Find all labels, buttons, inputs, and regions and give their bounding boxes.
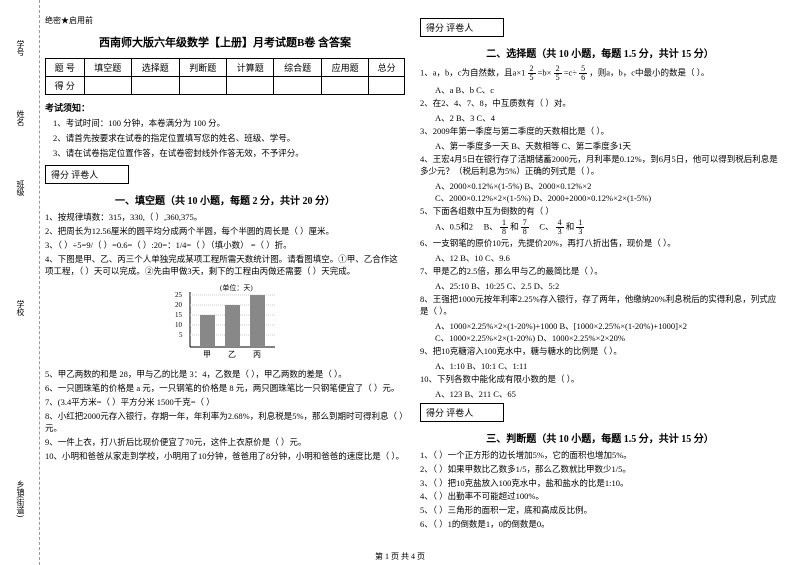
- svg-text:5: 5: [179, 331, 183, 339]
- q3-1: 1、（ ）一个正方形的边长增加5%，它的面积也增加5%。: [420, 450, 780, 462]
- q2-7-opts: A、25:10 B、10:25 C、2.5 D、5:2: [435, 280, 780, 292]
- section3-scorebox: 得分 评卷人: [420, 403, 504, 422]
- q2-5: 5、下面各组数中互为倒数的有（ ）: [420, 206, 780, 218]
- th-choice: 选择题: [132, 59, 179, 77]
- margin-label-town: 乡镇(街道): [15, 480, 26, 517]
- q1-9: 9、一件上衣，打八折后比现价便宜了70元，这件上衣原价是（ ）元。: [45, 437, 405, 449]
- notice-1: 1、考试时间：100 分钟，本卷满分为 100 分。: [53, 117, 405, 129]
- svg-text:20: 20: [175, 301, 183, 309]
- exam-title: 西南师大版六年级数学【上册】月考试题B卷 含答案: [45, 34, 405, 50]
- q2-6-opts: A、12 B、10 C、9.6: [435, 252, 780, 264]
- bar-bing: [250, 295, 265, 347]
- chart-ylabel: (单位：天): [220, 283, 253, 292]
- td-score: 得 分: [46, 77, 85, 95]
- margin-label-name: 姓名: [15, 110, 26, 126]
- q2-8: 8、王强把1000元按年利率2.25%存入银行，存了两年，他缴纳20%利息税后的…: [420, 294, 780, 318]
- section3-title: 三、判断题（共 10 小题，每题 1.5 分，共计 15 分）: [420, 430, 780, 445]
- q1-6: 6、一只圆珠笔的价格是 a 元，一只钢笔的价格是 8 元，两只圆珠笔比一只钢笔便…: [45, 383, 405, 395]
- q2-1: 1、a，b，c为自然数，且a×1 25 =b× 25 =c÷ 56 ，则a，b，…: [420, 65, 780, 82]
- q2-10-opts: A、123 B、211 C、65: [435, 388, 780, 400]
- section1-title: 一、填空题（共 10 小题，每题 2 分，共计 20 分）: [45, 192, 405, 207]
- th-calc: 计算题: [226, 59, 273, 77]
- q3-4: 4、（ ）出勤率不可能超过100%。: [420, 491, 780, 503]
- q2-1-opts: A、a B、b C、c: [435, 84, 780, 96]
- q2-2-opts: A、2 B、3 C、4: [435, 112, 780, 124]
- chart-svg: (单位：天) 25 20 15 10 5 甲 乙 丙: [165, 282, 285, 362]
- margin-label-id: 学号: [15, 40, 26, 56]
- notice-title: 考试须知：: [45, 101, 405, 114]
- th-judge: 判断题: [179, 59, 226, 77]
- svg-text:25: 25: [175, 291, 183, 299]
- q1-2: 2、把周长为12.56厘米的圆平均分成两个半圆，每个半圆的周长是（ ）厘米。: [45, 226, 405, 238]
- q2-2: 2、在2、4、7、8，中互质数有（ ）对。: [420, 98, 780, 110]
- q3-6: 6、（ ）1的倒数是1，0的倒数是0。: [420, 519, 780, 531]
- q2-4-optA: A、2000×0.12%×(1-5%) B、2000×0.12%×2: [435, 180, 780, 192]
- q2-4-optC: C、2000×0.12%×2×(1-5%) D、2000+2000×0.12%×…: [435, 192, 780, 204]
- svg-text:甲: 甲: [203, 350, 211, 359]
- score-summary-table: 题 号 填空题 选择题 判断题 计算题 综合题 应用题 总分 得 分: [45, 58, 405, 95]
- th-fill: 填空题: [84, 59, 131, 77]
- margin-label-school: 学校: [15, 300, 26, 316]
- q1-5: 5、甲乙两数的和是 28，甲与乙的比是 3：4，乙数是（ ），甲乙两数的差是（ …: [45, 369, 405, 381]
- bar-jia: [200, 315, 215, 347]
- left-column: 绝密★启用前 西南师大版六年级数学【上册】月考试题B卷 含答案 题 号 填空题 …: [45, 15, 405, 533]
- page-content: 绝密★启用前 西南师大版六年级数学【上册】月考试题B卷 含答案 题 号 填空题 …: [0, 0, 800, 538]
- q2-7: 7、甲是乙的2.5倍，那么甲与乙的最简比是（ ）。: [420, 266, 780, 278]
- q2-3: 3、2009年第一季度与第二季度的天数相比是（ ）。: [420, 126, 780, 138]
- svg-text:乙: 乙: [228, 350, 236, 359]
- q1-3: 3、（ ）÷5=9/（ ）=0.6=（ ）:20=：1/4=（ ）（填小数） =…: [45, 240, 405, 252]
- q2-9-opts: A、1:10 B、10:1 C、1:11: [435, 360, 780, 372]
- th-total: 总分: [369, 59, 405, 77]
- q3-2: 2、（ ）如果甲数比乙数多1/5，那么乙数就比甲数少1/5。: [420, 464, 780, 476]
- q2-8-optC: C、1000×2.25%×2×(1-20%) D、1000×2.25%×2×20…: [435, 332, 780, 344]
- th-num: 题 号: [46, 59, 85, 77]
- q1-8: 8、小红把2000元存入银行，存期一年，年利率为2.68%，利息税是5%，那么到…: [45, 411, 405, 435]
- q2-3-opts: A、第一季度多一天 B、天数相等 C、第二季度多1天: [435, 140, 780, 152]
- section2-scorebox: 得分 评卷人: [420, 18, 504, 37]
- section2-title: 二、选择题（共 10 小题，每题 1.5 分，共计 15 分）: [420, 45, 780, 60]
- notice-2: 2、请首先按要求在试卷的指定位置填写您的姓名、班级、学号。: [53, 132, 405, 144]
- notice-list: 1、考试时间：100 分钟，本卷满分为 100 分。 2、请首先按要求在试卷的指…: [53, 117, 405, 159]
- right-column: 得分 评卷人 二、选择题（共 10 小题，每题 1.5 分，共计 15 分） 1…: [420, 15, 780, 533]
- q2-4: 4、王宏4月5日在银行存了活期储蓄2000元，月利率是0.12%，到6月5日，他…: [420, 154, 780, 178]
- secret-note: 绝密★启用前: [45, 15, 405, 26]
- q2-6: 6、一支钢笔的原价10元，先提价20%，再打八折出售，现价是（ ）。: [420, 238, 780, 250]
- q2-8-optA: A、1000×2.25%×2×(1-20%)+1000 B、[1000×2.25…: [435, 320, 780, 332]
- margin-label-class: 班级: [15, 180, 26, 196]
- bar-chart: (单位：天) 25 20 15 10 5 甲 乙 丙: [165, 282, 285, 364]
- svg-text:15: 15: [175, 311, 183, 319]
- q1-1: 1、按规律填数：315，330,（ ）,360,375。: [45, 212, 405, 224]
- q2-9: 9、把10克糖溶入100克水中，糖与糖水的比例是（ ）。: [420, 346, 780, 358]
- notice-3: 3、请在试卷指定位置作答，在试卷密封线外作答无效，不予评分。: [53, 147, 405, 159]
- svg-text:丙: 丙: [253, 350, 261, 359]
- th-app: 应用题: [321, 59, 368, 77]
- q2-5-opts: A、0.5和2 B、 18 和 78 C、 43 和 13: [435, 219, 780, 236]
- svg-text:10: 10: [175, 321, 183, 329]
- q1-10: 10、小明和爸爸从家走到学校，小明用了10分钟，爸爸用了8分钟，小明和爸爸的速度…: [45, 451, 405, 463]
- q2-10: 10、下列各数中能化成有限小数的是（ ）。: [420, 374, 780, 386]
- q3-5: 5、（ ）三角形的面积一定，底和高成反比例。: [420, 505, 780, 517]
- th-comp: 综合题: [274, 59, 321, 77]
- q1-7: 7、(3.4平方米=（ ）平方分米 1500千克=（ ）: [45, 397, 405, 409]
- q1-4: 4、下图是甲、乙、丙三个人单独完成某项工程所需天数统计图。请看图填空。①甲、乙合…: [45, 254, 405, 278]
- bar-yi: [225, 305, 240, 347]
- page-footer: 第 1 页 共 4 页: [0, 551, 800, 562]
- binding-margin: 学号 姓名 班级 学校 乡镇(街道): [0, 0, 40, 565]
- section1-scorebox: 得分 评卷人: [45, 165, 129, 184]
- q3-3: 3、（ ）把10克盐放入100克水中，盐和盐水的比是1:10。: [420, 478, 780, 490]
